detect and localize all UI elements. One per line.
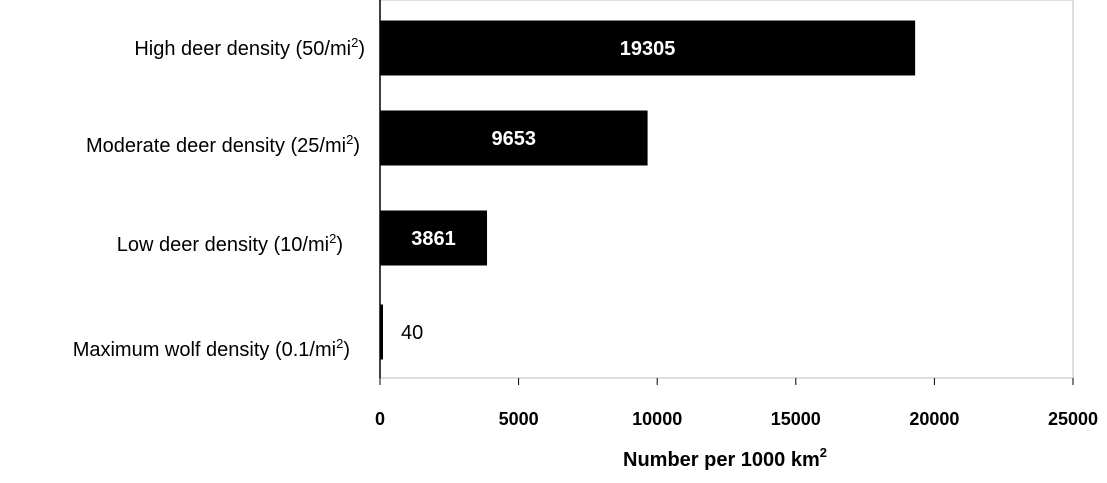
x-axis-title: Number per 1000 km2 <box>623 445 827 471</box>
category-label-3: Maximum wolf density (0.1/mi2) <box>73 336 350 361</box>
x-axis-title-superscript: 2 <box>820 445 827 460</box>
x-tick-label-4: 20000 <box>909 409 959 429</box>
x-tick-label-3: 15000 <box>771 409 821 429</box>
bar-0 <box>380 20 916 76</box>
x-tick-label-0: 0 <box>375 409 385 429</box>
bar-2 <box>380 210 488 266</box>
bar-1 <box>380 110 648 166</box>
x-axis-title-text: Number per 1000 km <box>623 449 820 471</box>
data-label-2: 3861 <box>411 228 456 250</box>
bar-3 <box>380 304 383 360</box>
data-label-3: 40 <box>401 322 423 344</box>
data-label-0: 19305 <box>620 38 676 60</box>
category-label-0: High deer density (50/mi2) <box>134 35 365 60</box>
category-label-2: Low deer density (10/mi2) <box>117 231 343 256</box>
x-tick-label-2: 10000 <box>632 409 682 429</box>
category-label-1: Moderate deer density (25/mi2) <box>86 132 360 157</box>
data-label-1: 9653 <box>492 128 537 150</box>
x-tick-label-5: 25000 <box>1048 409 1098 429</box>
x-tick-label-1: 5000 <box>499 409 539 429</box>
